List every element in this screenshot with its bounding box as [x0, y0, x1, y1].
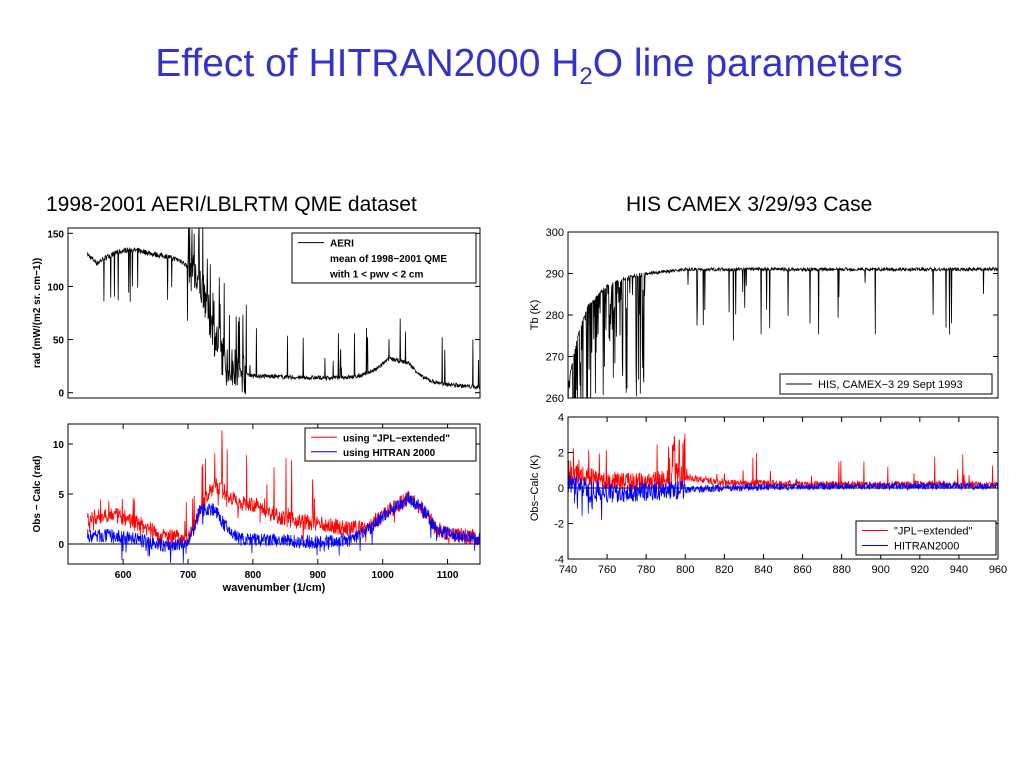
series-line [87, 228, 480, 395]
x-tick-label: 940 [950, 564, 968, 576]
x-tick-label: 840 [754, 564, 772, 576]
title-end: O line parameters [592, 42, 903, 85]
y-tick-label: 0 [58, 540, 64, 551]
y-tick-label: 10 [53, 440, 65, 451]
series-line [568, 433, 998, 492]
x-tick-label: 900 [872, 564, 890, 576]
series-line [568, 475, 998, 521]
x-tick-label: 820 [715, 564, 733, 576]
y-tick-label: 4 [558, 412, 564, 424]
y-tick-label: -4 [554, 554, 564, 566]
title-main: Effect of HITRAN2000 H [155, 42, 580, 85]
title-subscript: 2 [579, 63, 593, 90]
y-tick-label: 0 [558, 483, 564, 495]
right-panel-heading: HIS CAMEX 3/29/93 Case [626, 193, 873, 216]
y-axis-label: Tb (K) [529, 300, 541, 331]
x-tick-label: 960 [989, 564, 1007, 576]
x-tick-label: 780 [637, 564, 655, 576]
y-axis-label: Obs−Calc (K) [529, 455, 541, 521]
y-tick-label: 290 [546, 269, 564, 281]
y-tick-label: 300 [546, 227, 564, 239]
x-tick-label: 760 [598, 564, 616, 576]
left-panel-heading: 1998-2001 AERI/LBLRTM QME dataset [46, 193, 417, 216]
x-tick-label: 860 [793, 564, 811, 576]
y-tick-label: 5 [58, 490, 64, 501]
his-residual-chart: -4 -2 0 2 4 740 760 780 800 820 840 860 880 900 920 940… [529, 412, 1007, 576]
y-tick-label: 280 [546, 310, 564, 322]
legend-entry: using "JPL−extended" [343, 433, 450, 444]
aeri-residual-chart: 0 5 10 600 700 800 900 1000 1100 Obs − Calc (rad)… [32, 423, 481, 594]
y-tick-label: 50 [53, 336, 65, 347]
y-tick-label: -2 [554, 519, 564, 531]
x-tick-label: 740 [559, 564, 577, 576]
y-axis-label: rad (mW/(m2 sr. cm−1)) [32, 258, 43, 368]
x-tick-label: 800 [245, 570, 262, 581]
y-axis-label: Obs − Calc (rad) [32, 456, 43, 533]
legend-entry: with 1 < pwv < 2 cm [329, 269, 423, 280]
slide-title: Effect of HITRAN2000 H2O line parameters [0, 42, 1024, 89]
x-tick-label: 1100 [437, 570, 459, 581]
legend-entry: HITRAN2000 [894, 541, 959, 553]
x-tick-label: 600 [115, 570, 132, 581]
his-tb-chart: 260 270 280 290 300 Tb (K) HIS, CAMEX−3 29 Sep… [529, 227, 999, 405]
x-tick-label: 880 [832, 564, 850, 576]
legend-box [304, 427, 477, 462]
series-line [568, 266, 998, 398]
x-tick-label: 700 [180, 570, 197, 581]
legend-entry: mean of 1998−2001 QME [330, 254, 447, 265]
y-tick-label: 260 [546, 393, 564, 405]
x-tick-label: 900 [309, 570, 326, 581]
plot-frame [67, 227, 481, 399]
y-tick-label: 150 [47, 229, 64, 240]
y-tick-label: 0 [58, 389, 64, 400]
legend-entry: AERI [330, 239, 354, 250]
y-tick-label: 2 [558, 448, 564, 460]
legend-entry: HIS, CAMEX−3 29 Sept 1993 [818, 379, 963, 391]
legend-entry: using HITRAN 2000 [343, 448, 436, 459]
x-axis-label: wavenumber (1/cm) [222, 582, 326, 594]
x-tick-label: 1000 [372, 570, 395, 581]
legend-box [779, 373, 993, 395]
legend-entry: "JPL−extended" [894, 526, 973, 538]
x-tick-label: 920 [911, 564, 929, 576]
y-tick-label: 100 [47, 282, 64, 293]
legend-box [855, 520, 997, 556]
series-line [87, 492, 480, 564]
plot-frame [567, 231, 999, 399]
x-tick-label: 800 [676, 564, 694, 576]
legend-box [291, 232, 477, 284]
y-tick-label: 270 [546, 352, 564, 364]
aeri-radiance-chart: 0 50 100 150 rad (mW/(m2 sr. cm−1)) AERI mean … [32, 227, 481, 400]
